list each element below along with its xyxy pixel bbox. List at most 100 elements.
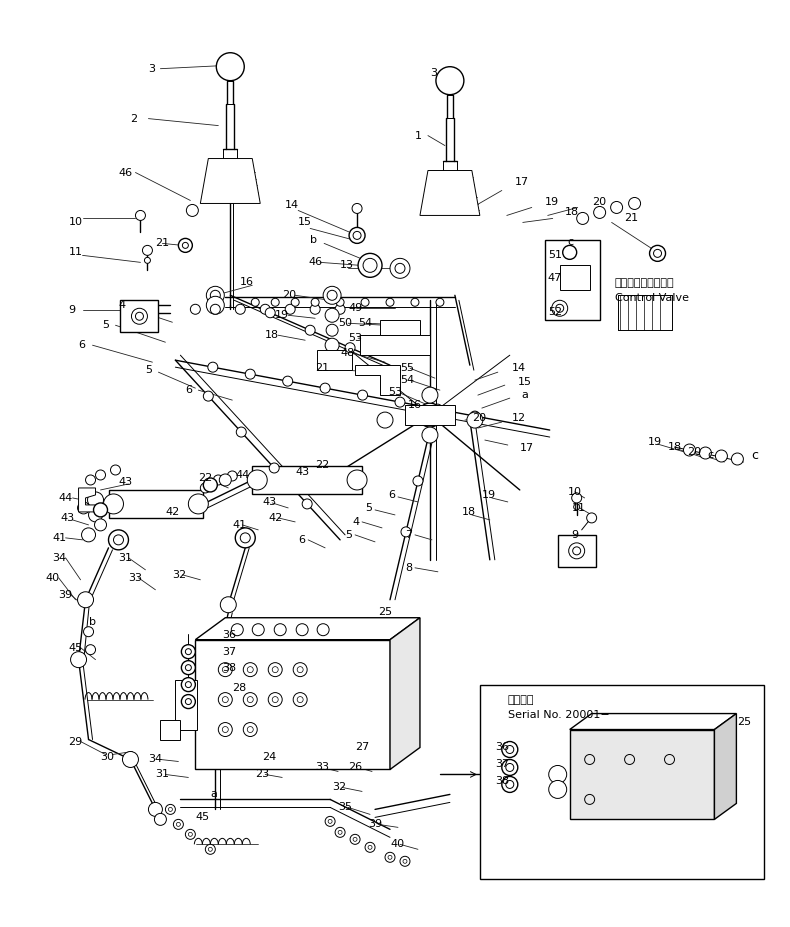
Circle shape	[205, 844, 216, 855]
Circle shape	[350, 834, 360, 844]
Text: 21: 21	[315, 363, 329, 374]
Circle shape	[358, 390, 367, 400]
Text: 20: 20	[472, 413, 486, 423]
Bar	[195, 640, 390, 769]
Circle shape	[269, 663, 282, 677]
Circle shape	[70, 652, 87, 667]
Circle shape	[611, 201, 623, 213]
Text: 21: 21	[625, 213, 639, 223]
Text: Serial No. 20001−: Serial No. 20001−	[508, 709, 610, 719]
Text: 22: 22	[315, 460, 329, 470]
Text: 55: 55	[400, 363, 414, 374]
Circle shape	[358, 253, 382, 277]
Text: 29: 29	[69, 737, 83, 746]
Bar	[252, 466, 362, 494]
Circle shape	[95, 519, 107, 531]
Circle shape	[285, 304, 295, 314]
Text: b: b	[310, 235, 317, 246]
Text: 20: 20	[592, 197, 606, 208]
Circle shape	[347, 470, 367, 490]
Text: 19: 19	[275, 311, 289, 320]
Circle shape	[593, 207, 606, 219]
Text: 5: 5	[103, 320, 110, 330]
Text: 52: 52	[547, 307, 562, 317]
Circle shape	[467, 413, 483, 428]
Circle shape	[235, 304, 245, 314]
Circle shape	[235, 527, 255, 548]
Text: 18: 18	[462, 507, 476, 517]
Circle shape	[302, 499, 312, 509]
Circle shape	[182, 644, 195, 659]
Circle shape	[436, 298, 444, 306]
Circle shape	[502, 742, 517, 757]
Circle shape	[551, 300, 568, 316]
Text: 6: 6	[298, 535, 305, 545]
Circle shape	[213, 475, 224, 485]
Circle shape	[88, 508, 103, 522]
Circle shape	[365, 843, 375, 852]
Text: 10: 10	[568, 487, 581, 497]
Text: 27: 27	[355, 743, 369, 753]
Circle shape	[326, 324, 338, 337]
Text: 14: 14	[285, 200, 299, 210]
Circle shape	[269, 692, 282, 706]
Circle shape	[81, 527, 96, 542]
Text: b: b	[88, 616, 96, 627]
Bar	[480, 685, 765, 880]
Text: 41: 41	[53, 533, 66, 543]
Text: 54: 54	[400, 375, 414, 385]
Text: 30: 30	[100, 753, 115, 763]
Circle shape	[401, 527, 411, 537]
Text: 33: 33	[315, 763, 329, 772]
Polygon shape	[201, 159, 260, 203]
Text: 適用号機: 適用号機	[508, 694, 534, 705]
Circle shape	[179, 238, 192, 252]
Bar	[405, 405, 455, 425]
Text: 20: 20	[282, 290, 296, 300]
Circle shape	[93, 503, 107, 517]
Circle shape	[292, 298, 299, 306]
Text: 22: 22	[198, 473, 213, 483]
Circle shape	[260, 304, 270, 314]
Circle shape	[549, 766, 566, 783]
Text: c: c	[708, 450, 713, 460]
Circle shape	[436, 67, 464, 95]
Text: c: c	[751, 449, 758, 462]
Text: 45: 45	[195, 812, 209, 822]
Text: 9: 9	[69, 305, 76, 315]
Text: 25: 25	[378, 607, 392, 616]
Text: 24: 24	[262, 753, 276, 763]
Circle shape	[502, 759, 517, 776]
Circle shape	[220, 597, 236, 613]
Circle shape	[88, 492, 103, 508]
Text: 4: 4	[352, 517, 359, 527]
Circle shape	[243, 692, 258, 706]
Polygon shape	[570, 714, 736, 730]
Circle shape	[135, 210, 145, 221]
Text: 38: 38	[222, 663, 236, 673]
Text: 20: 20	[687, 447, 702, 457]
Text: 17: 17	[515, 177, 529, 187]
Circle shape	[413, 476, 423, 486]
Text: 4: 4	[118, 300, 126, 311]
Circle shape	[84, 627, 93, 637]
Text: 50: 50	[338, 318, 352, 328]
Circle shape	[269, 463, 279, 473]
Circle shape	[271, 298, 279, 306]
Circle shape	[208, 362, 218, 372]
Circle shape	[293, 663, 307, 677]
Polygon shape	[195, 617, 420, 640]
Circle shape	[220, 474, 231, 486]
Circle shape	[352, 203, 362, 213]
Text: c: c	[568, 237, 574, 248]
Bar	[380, 320, 420, 336]
Text: 11: 11	[69, 248, 83, 258]
Text: 37: 37	[495, 759, 509, 769]
Text: 19: 19	[648, 437, 662, 447]
Text: 8: 8	[405, 563, 412, 573]
Text: 39: 39	[58, 590, 73, 600]
Circle shape	[182, 694, 195, 708]
Circle shape	[716, 450, 728, 462]
Text: 48: 48	[340, 349, 355, 358]
Circle shape	[236, 427, 246, 437]
